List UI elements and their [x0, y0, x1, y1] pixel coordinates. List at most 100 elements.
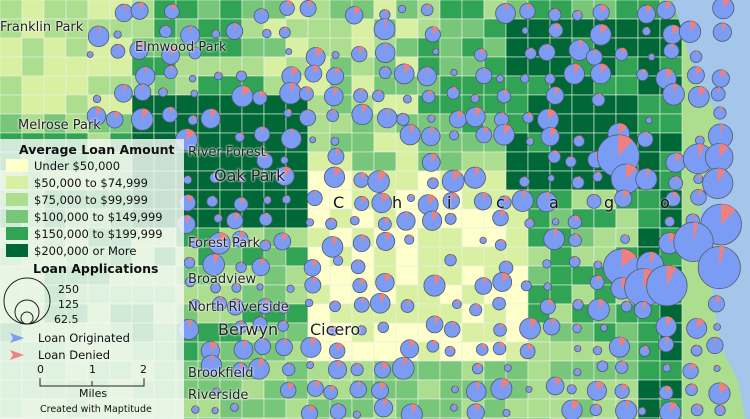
tract[interactable] [615, 0, 639, 20]
tract[interactable] [637, 227, 661, 248]
tract[interactable] [373, 151, 397, 172]
tract[interactable] [263, 398, 287, 419]
tract[interactable] [505, 227, 529, 248]
tract[interactable] [65, 75, 89, 96]
tract[interactable] [615, 208, 639, 229]
loan-pie[interactable] [542, 259, 552, 269]
tract[interactable] [659, 132, 683, 153]
loan-pie[interactable] [647, 53, 656, 61]
tract[interactable] [395, 265, 419, 286]
tract[interactable] [131, 18, 155, 39]
tract[interactable] [285, 208, 309, 229]
tract[interactable] [0, 56, 23, 77]
tract[interactable] [461, 227, 485, 248]
loan-pie[interactable] [432, 48, 440, 56]
tract[interactable] [527, 18, 551, 39]
tract[interactable] [439, 360, 463, 381]
tract[interactable] [329, 265, 353, 286]
tract[interactable] [417, 360, 441, 381]
tract[interactable] [219, 113, 243, 134]
loan-pie[interactable] [211, 29, 221, 39]
tract[interactable] [439, 0, 463, 20]
tract[interactable] [417, 227, 441, 248]
tract[interactable] [241, 37, 265, 58]
tract[interactable] [527, 360, 551, 381]
tract[interactable] [263, 37, 287, 58]
tract[interactable] [351, 132, 375, 153]
tract[interactable] [87, 75, 111, 96]
tract[interactable] [395, 322, 419, 343]
tract[interactable] [175, 94, 199, 115]
tract[interactable] [483, 151, 507, 172]
loan-pie[interactable] [475, 126, 493, 144]
tract[interactable] [659, 113, 683, 134]
tract[interactable] [109, 56, 133, 77]
loan-pie[interactable] [373, 398, 394, 418]
tract[interactable] [351, 151, 375, 172]
tract[interactable] [637, 379, 661, 400]
tract[interactable] [615, 18, 639, 39]
tract[interactable] [0, 75, 23, 96]
tract[interactable] [21, 37, 45, 58]
loan-pie[interactable] [300, 336, 322, 358]
tract[interactable] [395, 37, 419, 58]
tract[interactable] [527, 151, 551, 172]
tract[interactable] [527, 170, 551, 191]
tract[interactable] [87, 0, 111, 20]
tract[interactable] [637, 94, 661, 115]
loan-pie[interactable] [511, 189, 534, 212]
tract[interactable] [373, 341, 397, 362]
tract[interactable] [505, 56, 529, 77]
tract[interactable] [197, 322, 221, 343]
tract[interactable] [527, 265, 551, 286]
loan-pie[interactable] [279, 82, 302, 105]
tract[interactable] [175, 56, 199, 77]
tract[interactable] [0, 94, 23, 115]
loan-pie[interactable] [638, 345, 651, 357]
tract[interactable] [21, 94, 45, 115]
tract[interactable] [395, 246, 419, 267]
tract[interactable] [439, 227, 463, 248]
tract[interactable] [505, 208, 529, 229]
tract[interactable] [593, 227, 617, 248]
loan-pie[interactable] [305, 218, 315, 227]
tract[interactable] [483, 170, 507, 191]
tract[interactable] [505, 151, 529, 172]
tract[interactable] [65, 0, 89, 20]
tract[interactable] [43, 94, 67, 115]
tract[interactable] [527, 398, 551, 419]
tract[interactable] [87, 56, 111, 77]
tract[interactable] [571, 113, 595, 134]
tract[interactable] [197, 0, 221, 20]
tract[interactable] [307, 151, 331, 172]
tract[interactable] [637, 360, 661, 381]
tract[interactable] [483, 360, 507, 381]
tract[interactable] [395, 170, 419, 191]
tract[interactable] [21, 0, 45, 20]
tract[interactable] [637, 151, 661, 172]
tract[interactable] [461, 18, 485, 39]
loan-pie[interactable] [466, 403, 485, 419]
tract[interactable] [0, 37, 23, 58]
loan-pie[interactable] [400, 339, 420, 359]
tract[interactable] [637, 37, 661, 58]
tract[interactable] [395, 151, 419, 172]
tract[interactable] [43, 0, 67, 20]
tract[interactable] [0, 0, 23, 20]
tract[interactable] [43, 75, 67, 96]
tract[interactable] [65, 37, 89, 58]
tract[interactable] [417, 246, 441, 267]
loan-pie[interactable] [183, 256, 196, 269]
tract[interactable] [219, 0, 243, 20]
tract[interactable] [351, 341, 375, 362]
tract[interactable] [439, 18, 463, 39]
loan-pie[interactable] [304, 64, 323, 83]
tract[interactable] [549, 265, 573, 286]
tract[interactable] [461, 246, 485, 267]
tract[interactable] [65, 56, 89, 77]
tract[interactable] [417, 379, 441, 400]
tract[interactable] [65, 94, 89, 115]
tract[interactable] [461, 322, 485, 343]
tract[interactable] [615, 75, 639, 96]
tract[interactable] [395, 18, 419, 39]
